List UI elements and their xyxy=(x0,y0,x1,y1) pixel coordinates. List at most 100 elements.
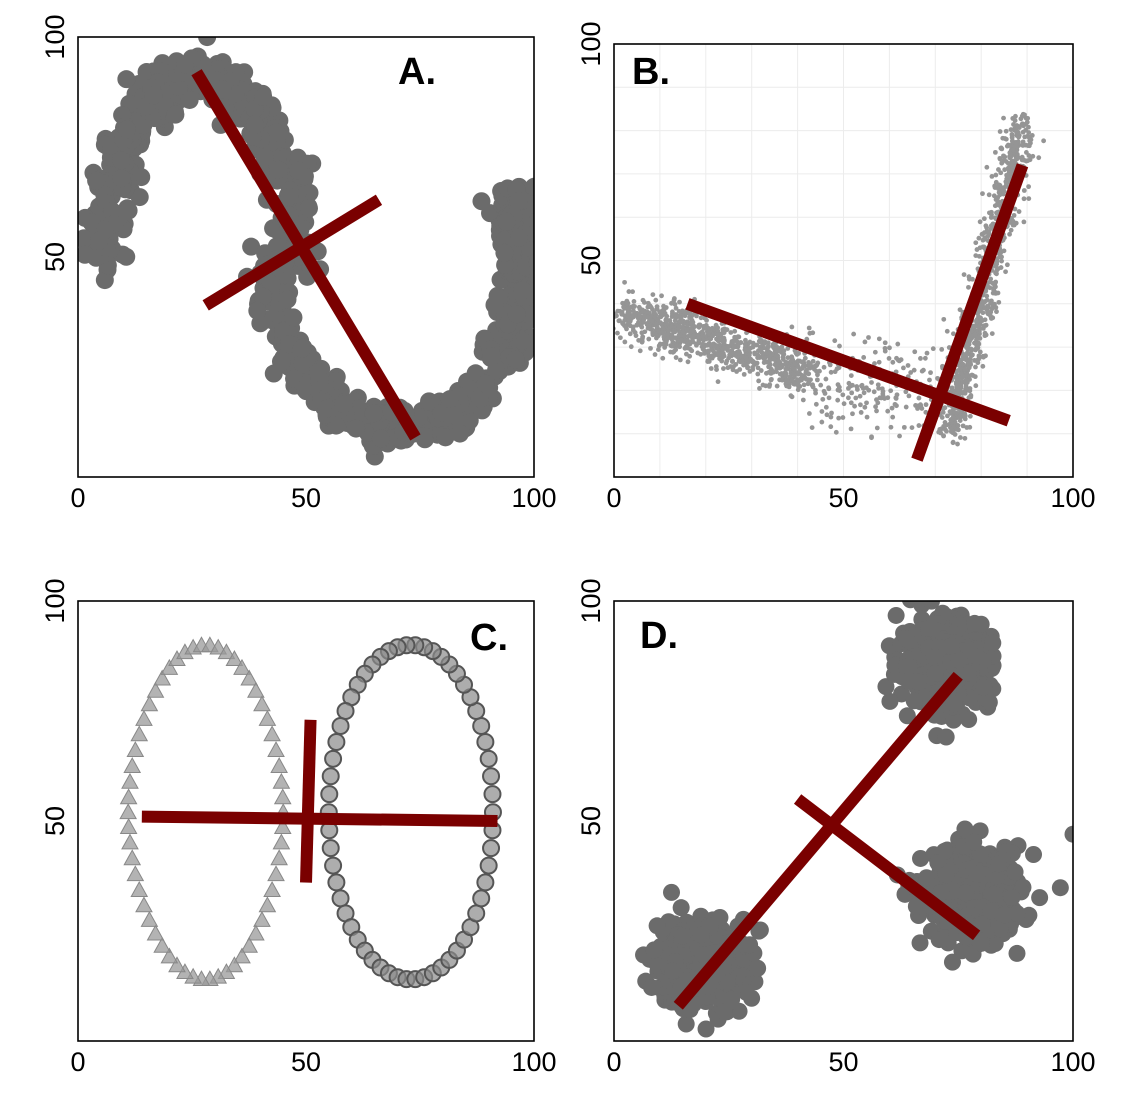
data-point xyxy=(507,305,526,324)
data-point xyxy=(999,185,1005,191)
data-point xyxy=(1006,863,1024,881)
data-point xyxy=(958,370,964,376)
data-point xyxy=(872,349,878,355)
data-point xyxy=(815,372,820,378)
panel-c-frame xyxy=(77,600,535,1042)
data-point xyxy=(734,369,740,374)
data-point xyxy=(956,820,974,838)
data-point xyxy=(900,672,918,690)
data-point xyxy=(799,359,805,365)
data-point xyxy=(757,386,762,391)
data-point xyxy=(873,404,878,410)
data-point xyxy=(922,355,928,361)
data-point xyxy=(87,171,106,190)
data-point xyxy=(984,634,1002,652)
data-point xyxy=(634,322,640,328)
data-point xyxy=(990,855,1008,873)
data-point xyxy=(1021,219,1027,225)
data-point xyxy=(630,308,636,314)
data-point xyxy=(888,388,894,394)
data-point xyxy=(989,174,995,179)
data-point xyxy=(633,312,639,318)
data-point xyxy=(82,213,101,232)
data-point xyxy=(637,348,643,354)
panel-b-frame xyxy=(613,43,1074,478)
data-point xyxy=(661,330,667,336)
data-point xyxy=(123,757,142,773)
data-point xyxy=(706,329,712,335)
data-point xyxy=(832,369,838,375)
data-point xyxy=(347,419,366,438)
data-point xyxy=(980,325,986,331)
data-point xyxy=(1026,184,1031,190)
data-point xyxy=(497,212,516,231)
data-point xyxy=(871,389,877,395)
data-point xyxy=(777,371,783,377)
data-point xyxy=(637,315,643,321)
data-point xyxy=(126,741,145,758)
data-point xyxy=(123,849,142,866)
data-point xyxy=(774,345,780,351)
data-point xyxy=(898,630,916,648)
data-point xyxy=(153,936,172,953)
data-point xyxy=(180,90,199,109)
data-point xyxy=(1008,153,1014,159)
data-point xyxy=(785,355,791,361)
data-point xyxy=(628,344,634,350)
data-point xyxy=(166,105,185,124)
panel-a: A. 0 50 100 50 100 xyxy=(40,14,557,513)
data-point xyxy=(1008,944,1026,962)
data-point xyxy=(639,324,645,330)
data-point xyxy=(273,788,292,805)
data-point xyxy=(789,324,795,330)
data-point xyxy=(482,767,501,786)
data-point xyxy=(957,366,963,371)
data-point xyxy=(987,285,993,291)
data-point xyxy=(857,393,863,399)
data-point xyxy=(980,191,985,197)
data-point xyxy=(742,341,748,347)
data-point xyxy=(763,383,769,389)
panel-a-axis-lines xyxy=(191,69,421,441)
data-point xyxy=(894,392,900,398)
data-point xyxy=(1009,170,1014,176)
data-point xyxy=(809,425,815,430)
panel-b-y-tick-100: 100 xyxy=(576,21,606,66)
data-point xyxy=(752,351,758,357)
data-point xyxy=(689,326,694,332)
data-point xyxy=(1003,888,1021,906)
data-point xyxy=(1021,188,1027,193)
data-point xyxy=(696,324,702,330)
data-point xyxy=(1010,139,1015,145)
data-point xyxy=(694,946,712,964)
data-point xyxy=(916,395,922,401)
data-point xyxy=(536,285,554,303)
data-point xyxy=(673,355,679,360)
data-point xyxy=(750,922,768,940)
data-point xyxy=(851,331,857,337)
data-point xyxy=(1028,137,1034,143)
data-point xyxy=(631,299,637,304)
data-point xyxy=(1012,158,1018,163)
panel-a-x-tick-100: 100 xyxy=(511,483,556,513)
data-point xyxy=(285,369,304,388)
panel-a-axis-line-2 xyxy=(202,194,383,311)
data-point xyxy=(476,732,495,751)
data-point xyxy=(254,87,273,106)
data-point xyxy=(284,308,303,327)
data-point xyxy=(95,271,114,290)
data-point xyxy=(853,395,859,401)
data-point xyxy=(841,401,847,407)
data-point xyxy=(995,906,1013,924)
data-point xyxy=(321,767,340,786)
data-point xyxy=(962,366,968,372)
data-point xyxy=(957,415,963,421)
data-point xyxy=(996,167,1001,172)
data-point xyxy=(625,300,631,306)
panel-d-x-tick-100: 100 xyxy=(1050,1047,1095,1077)
data-point xyxy=(819,409,825,414)
data-point xyxy=(130,881,149,897)
data-point xyxy=(966,365,972,371)
data-point xyxy=(664,319,669,324)
data-point xyxy=(995,290,1001,296)
